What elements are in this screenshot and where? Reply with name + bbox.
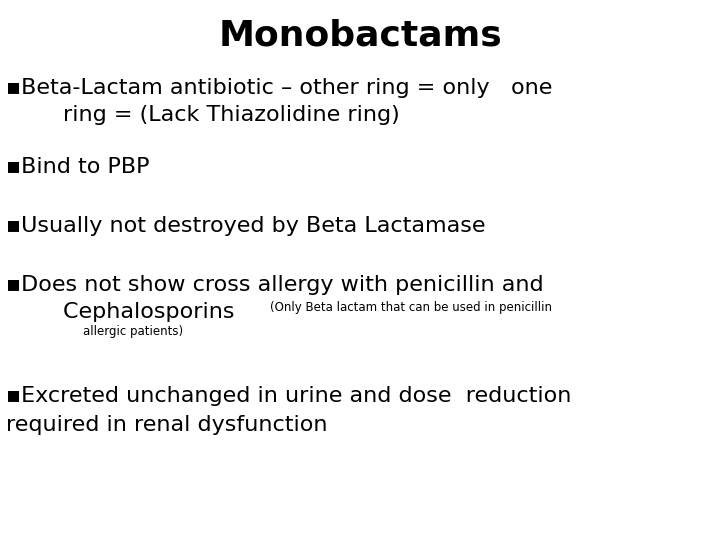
Text: ▪Excreted unchanged in urine and dose  reduction: ▪Excreted unchanged in urine and dose re… — [6, 386, 571, 406]
Text: required in renal dysfunction: required in renal dysfunction — [6, 415, 328, 435]
Text: ▪Beta-Lactam antibiotic – other ring = only   one: ▪Beta-Lactam antibiotic – other ring = o… — [6, 78, 552, 98]
Text: Cephalosporins: Cephalosporins — [6, 302, 234, 322]
Text: allergic patients): allergic patients) — [83, 325, 183, 338]
Text: Monobactams: Monobactams — [218, 19, 502, 53]
Text: ring = (Lack Thiazolidine ring): ring = (Lack Thiazolidine ring) — [6, 105, 400, 125]
Text: ▪Usually not destroyed by Beta Lactamase: ▪Usually not destroyed by Beta Lactamase — [6, 216, 485, 236]
Text: (Only Beta lactam that can be used in penicillin: (Only Beta lactam that can be used in pe… — [270, 301, 552, 314]
Text: ▪Does not show cross allergy with penicillin and: ▪Does not show cross allergy with penici… — [6, 275, 544, 295]
Text: ▪Bind to PBP: ▪Bind to PBP — [6, 157, 149, 177]
